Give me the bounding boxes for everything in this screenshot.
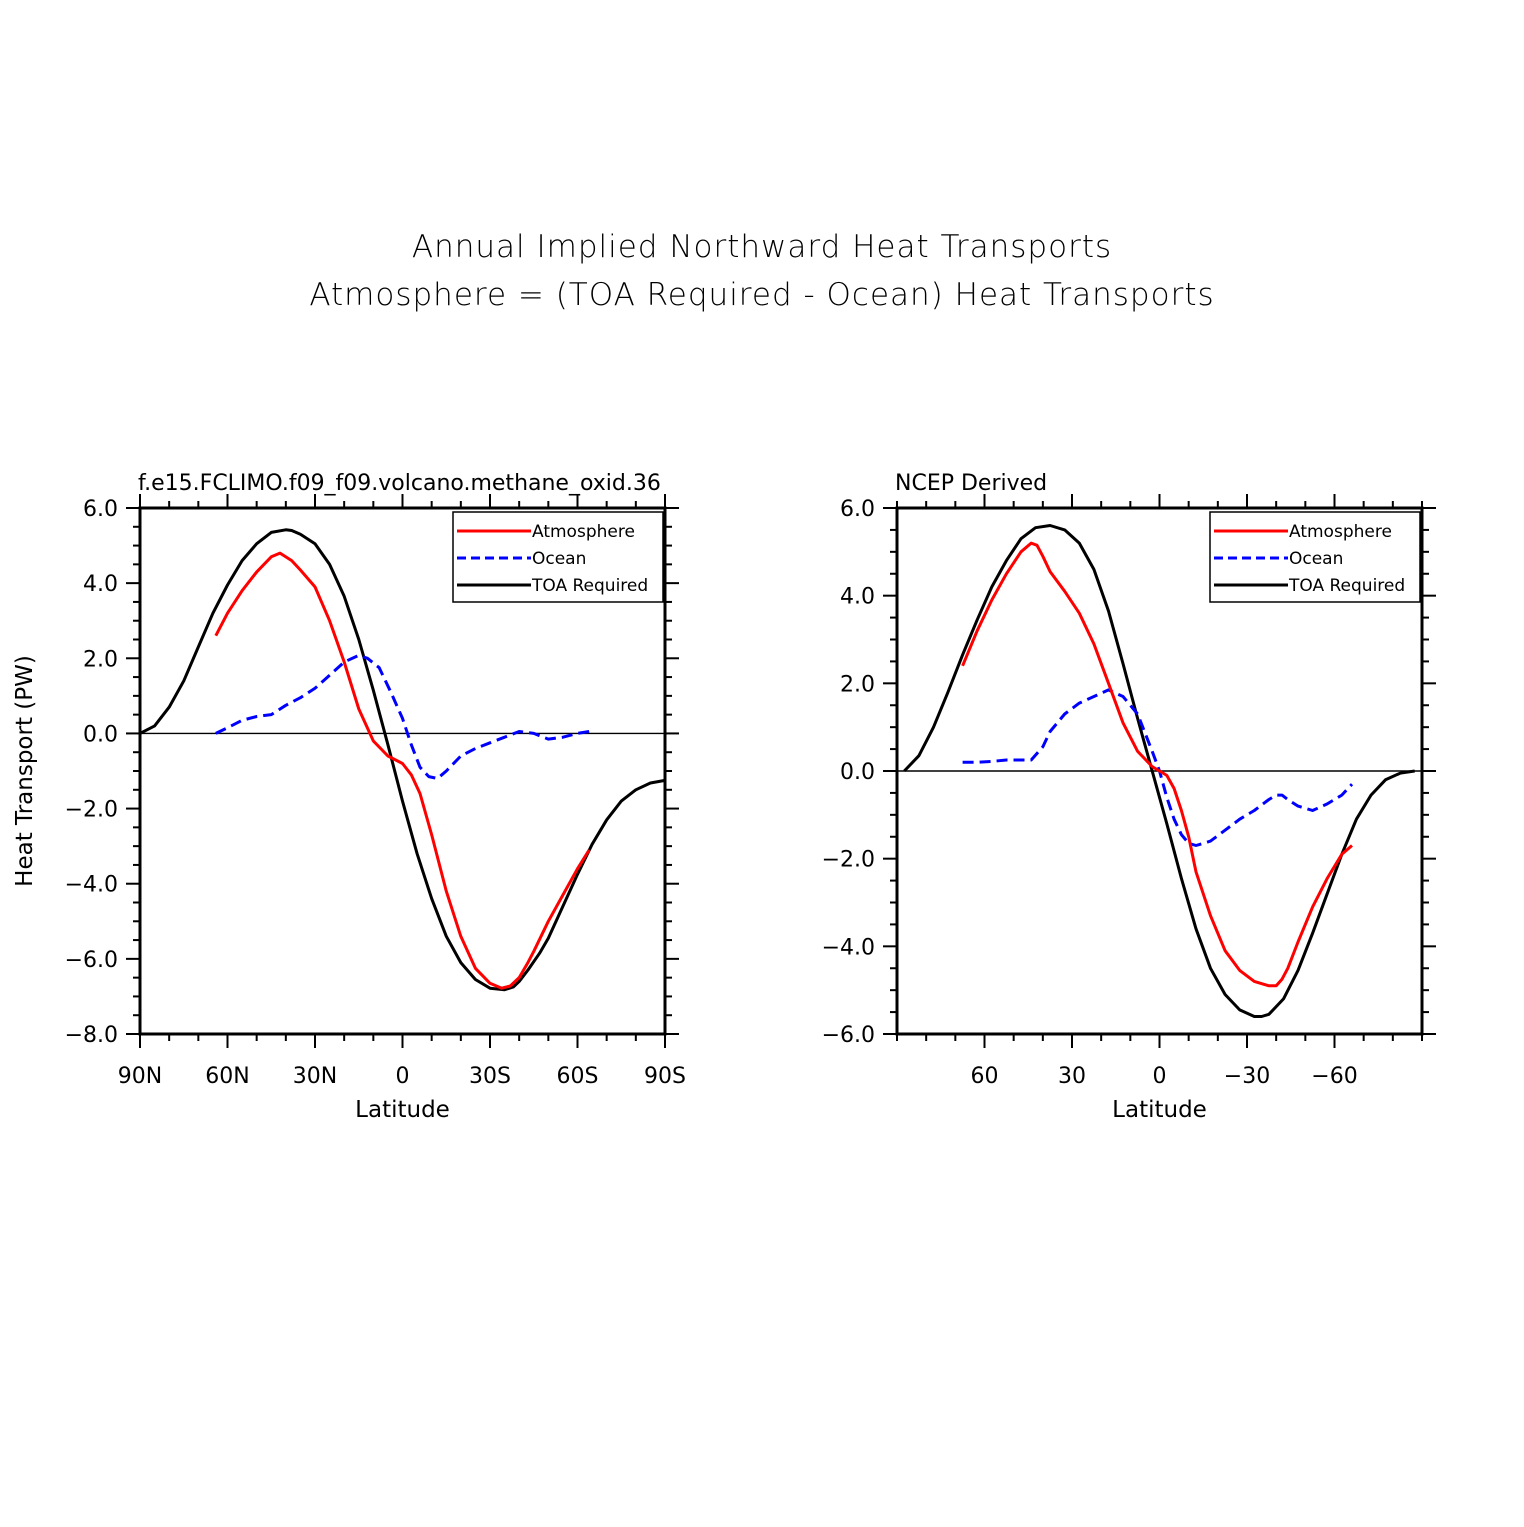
panel-ncep: 6.0 4.0 2.0 0.0 −2.0 −4.0 −6.0 60 30 0 −30 −60 Latit… [822,471,1436,1123]
x-axis-label: Latitude [1112,1097,1207,1123]
y-tick-label: 4.0 [840,585,875,610]
series-line-toa-required [903,524,1415,1018]
legend: Atmosphere Ocean TOA Required [452,511,664,603]
x-tick-label: 30 [1058,1064,1086,1089]
y-tick-label: 4.0 [83,572,118,597]
series-line-ocean [962,688,1354,847]
y-tick-label: −6.0 [65,948,118,973]
y-tick-label: −8.0 [65,1023,118,1048]
figure-title-line1: Annual Implied Northward Heat Transports [412,229,1112,265]
y-tick-label: −4.0 [65,873,118,898]
legend-label-ocean: Ocean [532,549,586,569]
panel-title: NCEP Derived [895,471,1047,496]
y-tick-label: −4.0 [822,935,875,960]
x-tick-label: 0 [1153,1064,1167,1089]
x-tick-label: 60 [971,1064,999,1089]
y-tick-label: −6.0 [822,1023,875,1048]
panel-title: f.e15.FCLIMO.f09_f09.volcano.methane_oxi… [138,471,661,496]
series-line-atmosphere [961,541,1353,988]
legend-label-atmosphere: Atmosphere [532,522,635,542]
legend-label-ocean: Ocean [1289,549,1343,569]
series-line-atmosphere [214,551,591,990]
y-tick-label: 6.0 [840,497,875,522]
y-axis-label: Heat Transport (PW) [12,655,38,887]
figure-title-line2: Atmosphere = (TOA Required - Ocean) Heat… [309,277,1214,313]
y-tick-label: −2.0 [822,848,875,873]
y-tick-label: −2.0 [65,798,118,823]
x-tick-label: 30S [469,1064,511,1089]
legend-label-toa-required: TOA Required [1288,576,1405,596]
x-tick-label: 60N [205,1064,249,1089]
x-tick-label: 0 [396,1064,410,1089]
y-tick-label: 2.0 [840,672,875,697]
x-axis-label: Latitude [355,1097,450,1123]
y-tick-label: 2.0 [83,647,118,672]
legend-label-atmosphere: Atmosphere [1289,522,1392,542]
x-tick-label: 90N [118,1064,162,1089]
y-tick-label: 0.0 [83,722,118,747]
x-tick-label: 30N [293,1064,337,1089]
series-line-ocean [215,653,590,780]
x-tick-label: 60S [557,1064,599,1089]
x-tick-label: −60 [1311,1064,1357,1089]
x-tick-label: −30 [1224,1064,1270,1089]
legend: Atmosphere Ocean TOA Required [1209,511,1421,603]
legend-label-toa-required: TOA Required [531,576,648,596]
y-tick-label: 6.0 [83,497,118,522]
x-tick-label: 90S [644,1064,686,1089]
series-line-toa-required [139,528,666,992]
y-tick-label: 0.0 [840,760,875,785]
